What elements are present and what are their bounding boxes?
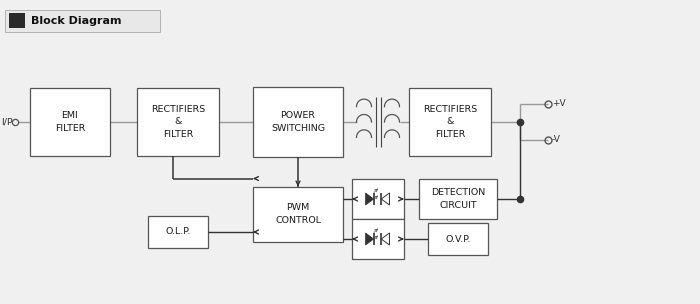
Text: DETECTION: DETECTION xyxy=(431,188,485,197)
Polygon shape xyxy=(365,193,374,205)
Text: FILTER: FILTER xyxy=(435,130,466,139)
Text: &: & xyxy=(174,118,182,126)
Text: FILTER: FILTER xyxy=(163,130,193,139)
Text: PWM: PWM xyxy=(286,203,309,212)
Text: +V: +V xyxy=(552,99,566,109)
Text: FILTER: FILTER xyxy=(55,124,85,133)
FancyBboxPatch shape xyxy=(428,223,488,255)
Text: EMI: EMI xyxy=(62,111,78,120)
Text: SWITCHING: SWITCHING xyxy=(271,124,325,133)
FancyBboxPatch shape xyxy=(137,88,219,156)
FancyBboxPatch shape xyxy=(30,88,110,156)
Text: O.V.P.: O.V.P. xyxy=(445,234,470,244)
Polygon shape xyxy=(365,233,374,245)
FancyBboxPatch shape xyxy=(409,88,491,156)
Text: CIRCUIT: CIRCUIT xyxy=(439,201,477,210)
Text: RECTIFIERS: RECTIFIERS xyxy=(423,105,477,114)
FancyBboxPatch shape xyxy=(352,179,404,219)
FancyBboxPatch shape xyxy=(253,87,343,157)
Text: RECTIFIERS: RECTIFIERS xyxy=(151,105,205,114)
FancyBboxPatch shape xyxy=(352,219,404,259)
Bar xyxy=(9,13,25,29)
Text: CONTROL: CONTROL xyxy=(275,216,321,225)
Text: &: & xyxy=(447,118,454,126)
FancyBboxPatch shape xyxy=(148,216,208,248)
Text: O.L.P.: O.L.P. xyxy=(165,227,190,237)
Text: POWER: POWER xyxy=(281,111,316,120)
Text: Block Diagram: Block Diagram xyxy=(31,16,122,26)
FancyBboxPatch shape xyxy=(253,186,343,241)
FancyBboxPatch shape xyxy=(5,10,160,32)
Text: -V: -V xyxy=(552,136,561,144)
FancyBboxPatch shape xyxy=(419,179,497,219)
Text: I/P: I/P xyxy=(1,118,13,126)
